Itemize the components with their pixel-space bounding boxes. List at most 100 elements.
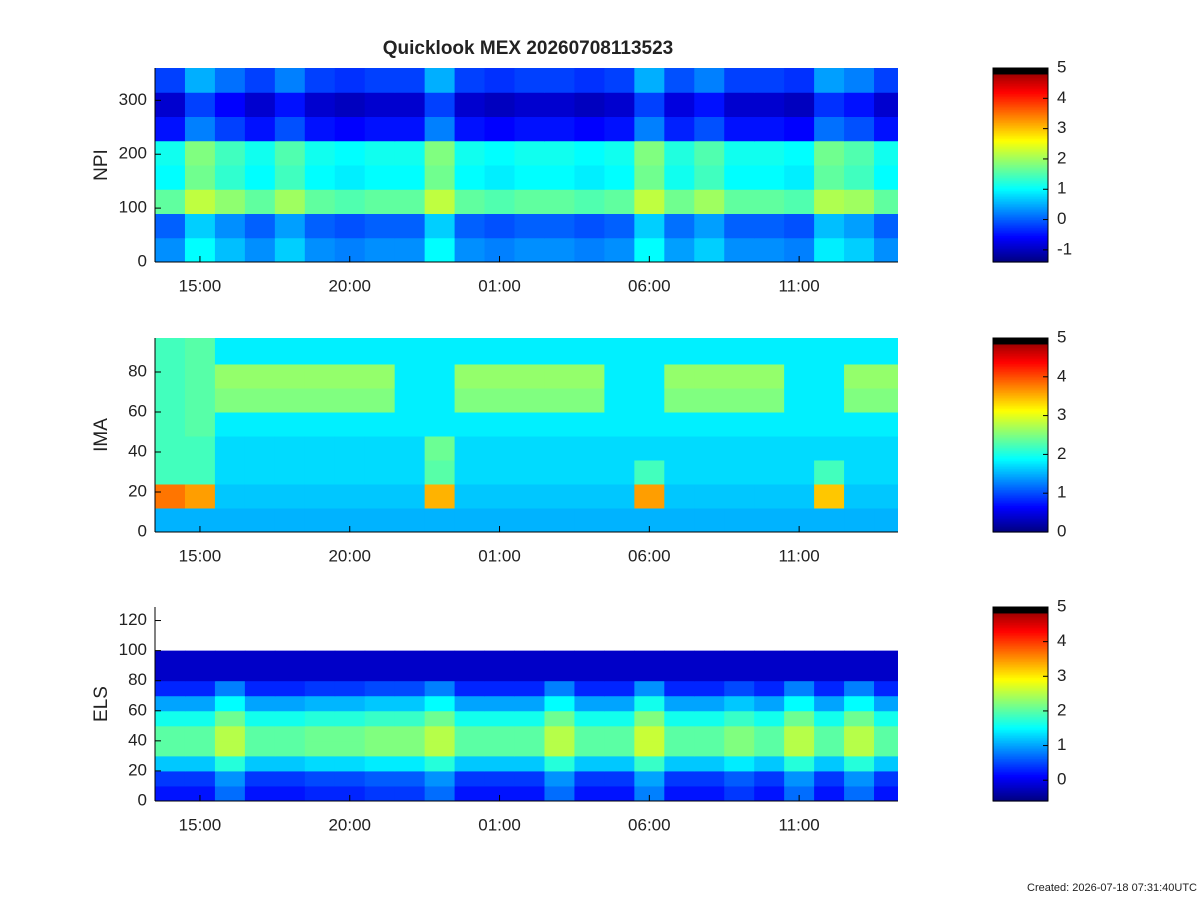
cell [214, 92, 246, 117]
cell [724, 680, 755, 697]
chart-title: Quicklook MEX 20260708113523 [383, 38, 673, 59]
colorbar-swatch [993, 658, 1048, 661]
colorbar-swatch [993, 359, 1048, 362]
cell [334, 484, 366, 509]
cell [184, 436, 216, 461]
cell [604, 695, 635, 712]
cell [784, 92, 815, 117]
cell [484, 140, 516, 166]
colorbar-swatch [993, 139, 1048, 142]
cell [574, 460, 605, 485]
cell [424, 484, 456, 509]
cell [724, 460, 755, 485]
colorbar-swatch [993, 715, 1048, 718]
colorbar-swatch [993, 197, 1048, 200]
colorbar-swatch [993, 624, 1048, 627]
cell [394, 68, 426, 93]
cell [304, 213, 336, 239]
colorbar-swatch [993, 156, 1048, 160]
colorbar-swatch [993, 608, 1048, 611]
colorbar-swatch [993, 392, 1048, 396]
y-tick-label: 200 [119, 144, 147, 163]
cell [814, 650, 845, 682]
cell [424, 213, 456, 239]
cell [694, 770, 725, 787]
colorbar-swatch [993, 186, 1048, 189]
cell [574, 436, 605, 461]
colorbar-swatch [993, 467, 1048, 470]
cell [664, 237, 695, 262]
colorbar-swatch [993, 132, 1048, 135]
cell [574, 484, 605, 509]
colorbar-swatch [993, 401, 1048, 404]
colorbar-tick-label: 3 [1057, 405, 1066, 424]
cell [184, 755, 216, 772]
cell [844, 460, 875, 485]
y-tick-label: 100 [119, 640, 147, 659]
cell [514, 725, 545, 742]
colorbar-swatch [993, 354, 1048, 357]
cell [454, 412, 486, 437]
cell [454, 338, 486, 365]
colorbar-swatch [993, 444, 1048, 447]
colorbar-swatch [993, 661, 1048, 665]
cell [184, 650, 216, 682]
cell [274, 725, 306, 742]
cell [244, 508, 276, 532]
cell [394, 710, 426, 727]
cell [604, 484, 635, 509]
colorbar-swatch [993, 650, 1048, 653]
cell [334, 650, 366, 682]
cell [244, 695, 276, 712]
colorbar-swatch [993, 98, 1048, 101]
cell [814, 388, 845, 413]
cell [724, 484, 755, 509]
colorbar-swatch [993, 653, 1048, 657]
colorbar-swatch [993, 158, 1048, 161]
cell [424, 785, 456, 801]
cell [214, 695, 246, 712]
cell [304, 785, 336, 801]
cell [694, 785, 725, 801]
cell [724, 508, 755, 532]
colorbar-swatch [993, 68, 1048, 71]
cell [544, 785, 575, 801]
cell [484, 116, 516, 142]
colorbar-swatch [993, 459, 1048, 462]
cell [664, 755, 695, 772]
colorbar-swatch [993, 676, 1048, 679]
colorbar-swatch [993, 380, 1048, 383]
cell [874, 460, 898, 485]
cell [484, 460, 516, 485]
cell [155, 770, 186, 787]
colorbar-swatch [993, 478, 1048, 481]
cell [784, 388, 815, 413]
cell [244, 770, 276, 787]
cell [484, 484, 516, 509]
cell [364, 213, 396, 239]
cell [484, 770, 516, 787]
cell [694, 412, 725, 437]
colorbar-swatch [993, 652, 1048, 655]
colorbar-swatch [993, 618, 1048, 621]
colorbar-swatch [993, 399, 1048, 402]
colorbar-swatch [993, 147, 1048, 150]
colorbar-swatch [993, 525, 1048, 528]
cell [484, 680, 516, 697]
colorbar-swatch [993, 71, 1048, 74]
cell [724, 165, 755, 190]
cell [694, 388, 725, 413]
cell [364, 755, 396, 772]
colorbar-swatch [993, 232, 1048, 236]
cell [334, 436, 366, 461]
colorbar-swatch [993, 391, 1048, 394]
cell [814, 364, 845, 389]
cell [454, 237, 486, 262]
cell [334, 364, 366, 389]
cell [874, 116, 898, 142]
colorbar-swatch [993, 691, 1048, 694]
cell [694, 140, 725, 166]
cell [874, 412, 898, 437]
cell [214, 484, 246, 509]
cell [814, 484, 845, 509]
